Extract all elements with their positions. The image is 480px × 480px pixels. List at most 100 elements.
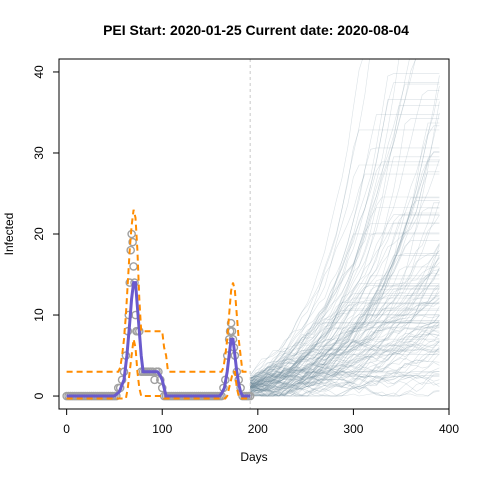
simulation-line [250,303,440,391]
simulation-line [250,202,440,389]
y-axis-label: Infected [2,213,16,256]
simulation-line [250,278,440,395]
simulation-line [249,147,440,385]
simulation-line [250,207,440,396]
simulation-line [250,301,440,392]
simulation-line [249,272,440,392]
simulation-trajectories [249,59,440,397]
simulation-line [250,340,440,391]
simulation-line [250,156,440,384]
simulation-line [249,354,440,384]
simulation-line [249,283,440,384]
simulation-line [250,323,440,381]
lower-bound-curve [66,339,251,400]
simulation-line [250,315,440,387]
simulation-line [250,340,440,388]
observed-point [150,375,159,385]
simulation-line [250,266,440,393]
simulation-line [249,75,440,394]
simulation-line [249,82,440,382]
simulation-line [250,343,440,391]
simulation-line [250,90,440,389]
simulation-line [249,85,440,391]
simulation-line [250,212,440,392]
simulation-line [250,122,440,389]
simulation-line [250,159,440,388]
simulation-line [250,295,440,385]
simulation-line [250,214,440,389]
simulation-line [250,197,440,397]
x-tick-label: 400 [439,422,459,436]
fitted-curve [66,281,251,398]
simulation-line [250,372,440,387]
simulation-line [250,371,440,397]
simulation-line [250,59,370,380]
simulation-line [250,320,440,389]
simulation-line [250,240,440,392]
simulation-line [250,322,440,380]
simulation-line [249,306,440,396]
simulation-line [250,159,440,387]
simulation-line [250,284,440,391]
simulation-line [250,112,440,387]
simulation-line [250,114,440,385]
simulation-line [249,326,440,388]
observed-point [226,318,236,328]
simulation-line [250,285,440,388]
chart-title: PEI Start: 2020-01-25 Current date: 2020… [103,22,409,38]
observed-point [126,245,135,255]
simulation-line [250,245,440,397]
simulation-line [250,233,440,392]
observed-point [128,237,137,247]
simulation-line [250,341,440,397]
simulation-line [249,250,440,379]
simulation-line [249,288,440,391]
simulation-line [249,333,440,392]
simulation-line [250,338,440,393]
simulation-line [250,297,440,384]
simulation-line [250,325,440,394]
simulation-line [250,285,440,397]
simulation-line [249,59,416,381]
simulation-line [250,361,440,397]
simulation-line [250,308,440,390]
simulation-line [250,253,440,397]
simulation-line [250,378,440,397]
simulation-line [249,327,440,384]
plot-area [62,59,255,409]
y-tick-label: 0 [32,392,46,399]
x-axis-label: Days [240,450,267,464]
simulation-line [250,325,440,388]
simulation-line [250,339,440,388]
simulation-line [250,303,440,389]
simulation-line [250,352,440,390]
observed-point [129,262,138,271]
simulation-line [250,381,440,397]
simulation-line [250,333,440,397]
simulation-line [249,173,440,376]
simulation-line [249,250,440,397]
simulation-line [250,315,440,387]
x-tick-label: 0 [63,422,70,436]
simulation-line [250,105,440,388]
simulation-line [250,196,440,382]
y-tick-label: 30 [32,146,46,160]
simulation-line [249,201,440,388]
x-tick-label: 100 [152,422,172,436]
simulation-line [250,269,440,382]
simulation-line [249,314,440,397]
simulation-line [250,207,440,387]
simulation-line [249,83,440,384]
y-tick-label: 20 [32,227,46,241]
simulation-line [249,214,440,380]
simulation-line [250,297,440,380]
simulation-line [249,293,440,388]
simulation-line [250,222,440,382]
simulation-line [250,314,440,389]
y-tick-label: 40 [32,65,46,79]
simulation-line [250,353,440,397]
simulation-line [250,350,440,397]
simulation-line [250,287,440,397]
simulation-line [249,59,400,386]
simulation-line [250,59,417,379]
